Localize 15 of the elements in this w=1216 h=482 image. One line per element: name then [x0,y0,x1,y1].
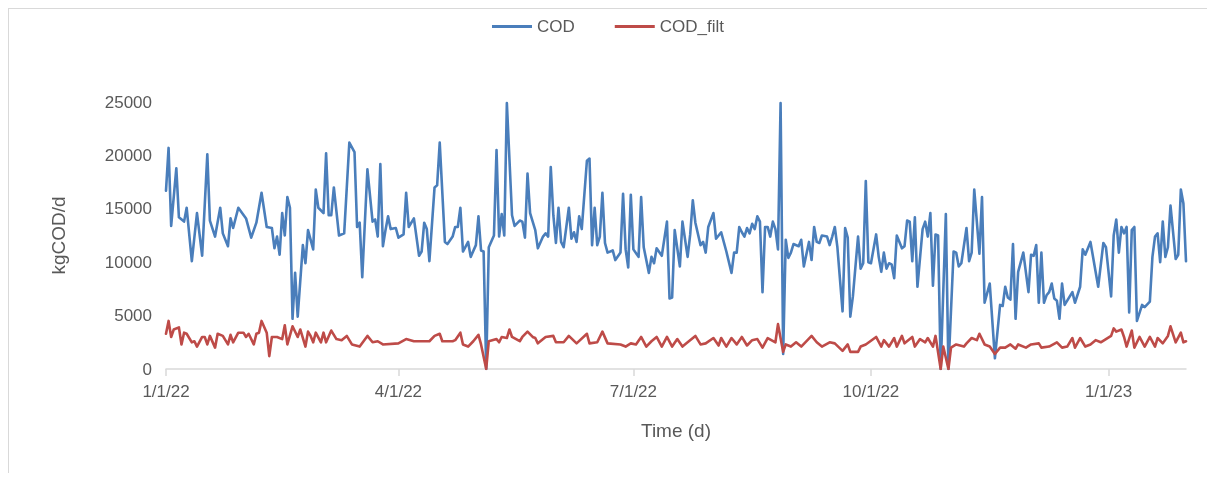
y-tick-label: 20000 [104,145,152,165]
y-axis-title: kgCOD/d [48,196,69,275]
y-tick-label: 0 [142,359,152,379]
y-tick-label: 10000 [104,252,152,272]
x-tick-label: 10/1/22 [842,382,900,401]
x-tick-label: 1/1/22 [142,382,190,401]
x-tick-label: 4/1/22 [374,382,423,401]
x-axis-title: Time (d) [640,420,712,441]
x-tick-label: 7/1/22 [609,382,658,401]
legend-label: COD [537,17,575,36]
legend-label: COD_filt [659,17,725,36]
y-tick-label: 5000 [114,306,152,326]
y-tick-label: 25000 [104,92,152,112]
y-tick-label: 15000 [104,199,152,219]
x-tick-label: 1/1/23 [1084,382,1133,401]
